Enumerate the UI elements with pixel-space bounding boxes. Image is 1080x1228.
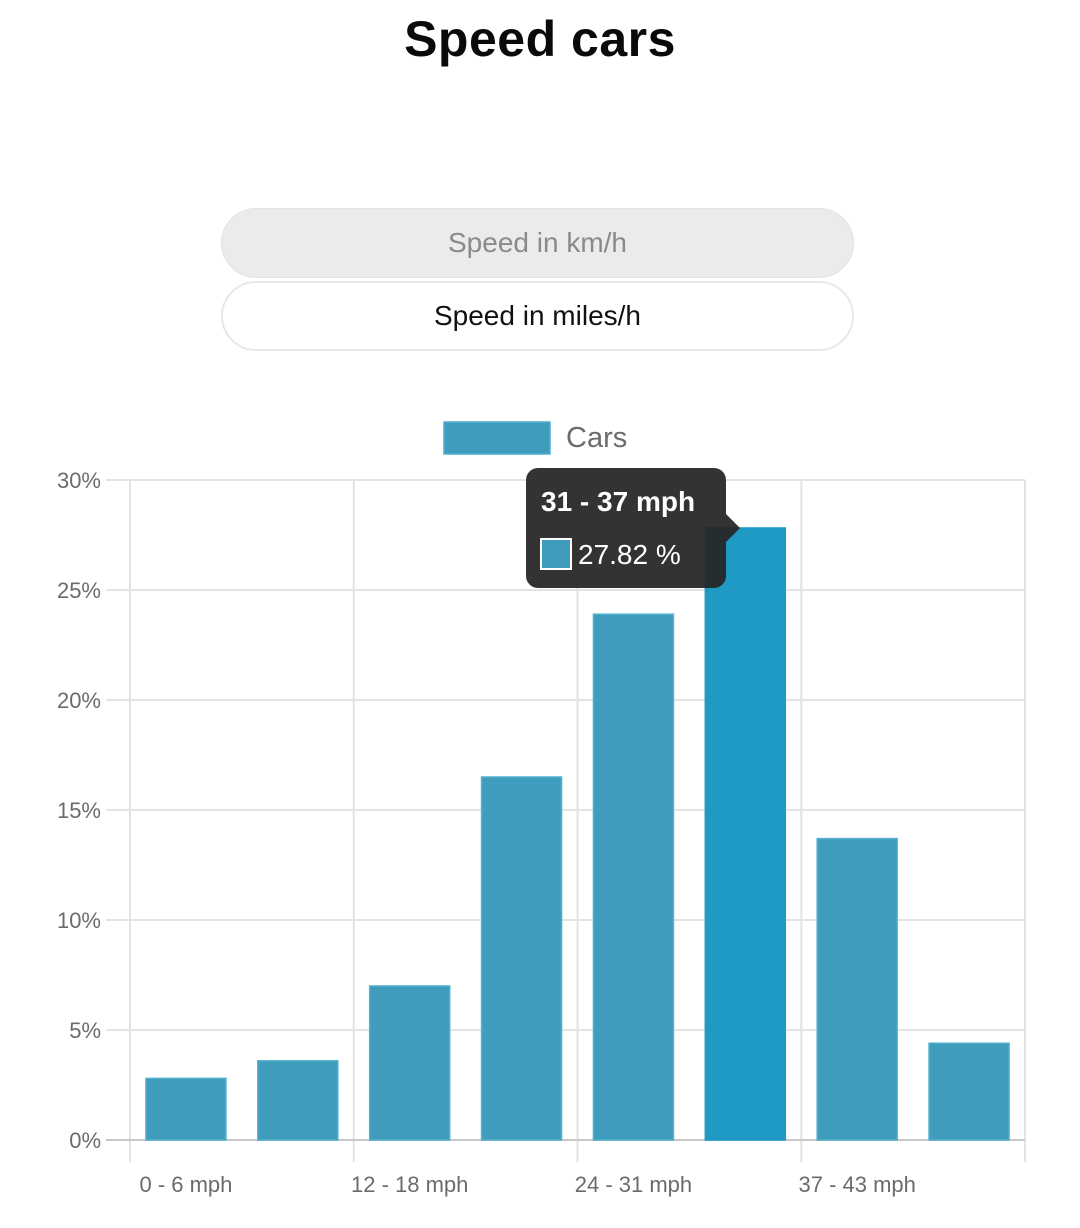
x-tick-label: 37 - 43 mph bbox=[798, 1172, 915, 1197]
y-tick-label: 25% bbox=[57, 578, 101, 603]
bar-31-37-mph bbox=[704, 527, 787, 1141]
x-tick-label: 0 - 6 mph bbox=[139, 1172, 232, 1197]
speed-mph-label: Speed in miles/h bbox=[433, 300, 641, 331]
tooltip-title: 31 - 37 mph bbox=[541, 486, 695, 517]
y-tick-label: 15% bbox=[57, 798, 101, 823]
y-tick-label: 5% bbox=[69, 1018, 101, 1043]
legend-label: Cars bbox=[566, 422, 627, 454]
x-tick-label: 12 - 18 mph bbox=[351, 1172, 468, 1197]
y-tick-label: 10% bbox=[57, 908, 101, 933]
bar-24-31-mph bbox=[592, 613, 675, 1141]
chart-title: Speed cars bbox=[404, 11, 676, 67]
bar-6-12-mph bbox=[257, 1060, 339, 1141]
legend-swatch bbox=[443, 421, 551, 455]
y-tick-label: 0% bbox=[69, 1128, 101, 1153]
bar-0-6-mph bbox=[145, 1077, 227, 1141]
bar-12-18-mph bbox=[368, 985, 451, 1141]
bar-37-43-mph bbox=[816, 837, 898, 1141]
bar-18-24-mph bbox=[480, 776, 563, 1141]
speed-kmh-toggle[interactable]: Speed in km/h bbox=[221, 208, 854, 278]
speed-kmh-label: Speed in km/h bbox=[448, 227, 627, 258]
y-tick-label: 20% bbox=[57, 688, 101, 713]
tooltip-swatch bbox=[540, 538, 572, 570]
y-tick-label: 30% bbox=[57, 468, 101, 493]
bar-chart: 0% 5% 10% 15% 20% 25% 30% 0 - 6 mph 12 - 18 mph 2… bbox=[57, 421, 1026, 1197]
tooltip-caret bbox=[726, 514, 740, 542]
tooltip-value: 27.82 % bbox=[578, 539, 681, 570]
speed-mph-toggle[interactable]: Speed in miles/h bbox=[221, 281, 854, 351]
x-tick-label: 24 - 31 mph bbox=[575, 1172, 692, 1197]
bar-43-49-mph bbox=[928, 1042, 1010, 1141]
tooltip: 31 - 37 mph 27.82 % bbox=[526, 468, 740, 588]
tooltip-box bbox=[526, 468, 726, 588]
